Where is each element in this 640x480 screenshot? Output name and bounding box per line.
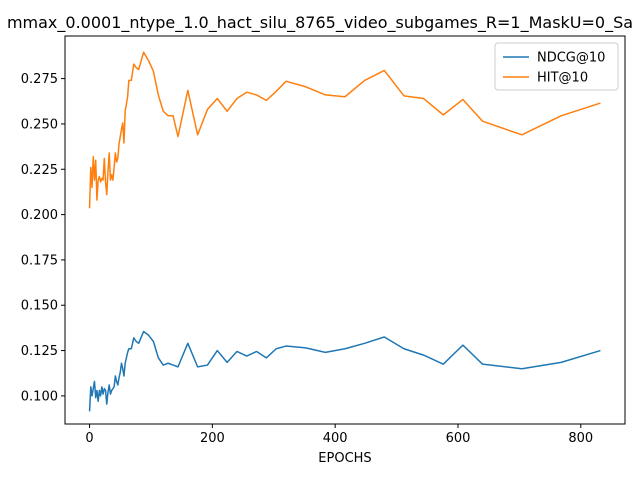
x-tick-label: 0	[85, 431, 93, 446]
y-axis: 0.100 0.125 0.150 0.175 0.200 0.225 0.250 0.275	[21, 72, 65, 404]
legend-label-0: NDCG@10	[537, 51, 605, 66]
x-axis: 0 200 400 600 800	[85, 424, 593, 446]
series-line-1	[88, 51, 601, 209]
x-tick-label: 400	[323, 431, 348, 446]
series-line-0	[88, 330, 601, 412]
chart-title: mmax_0.0001_ntype_1.0_hact_silu_8765_vid…	[7, 13, 633, 33]
y-tick-label: 0.275	[21, 72, 58, 87]
y-tick-label: 0.150	[21, 299, 58, 314]
y-tick-label: 0.125	[21, 344, 58, 359]
y-tick-label: 0.250	[21, 117, 58, 132]
x-tick-label: 800	[568, 431, 593, 446]
y-tick-label: 0.100	[21, 389, 58, 404]
x-tick-label: 200	[200, 431, 225, 446]
legend-box	[494, 42, 619, 91]
plot-area	[88, 51, 601, 412]
y-tick-label: 0.175	[21, 253, 58, 268]
x-axis-label: EPOCHS	[318, 451, 371, 466]
legend-label-1: HIT@10	[537, 71, 588, 86]
y-tick-label: 0.225	[21, 163, 58, 178]
legend: NDCG@10 HIT@10	[494, 42, 619, 91]
axes-frame	[64, 35, 626, 425]
y-tick-label: 0.200	[21, 208, 58, 223]
x-tick-label: 600	[446, 431, 471, 446]
